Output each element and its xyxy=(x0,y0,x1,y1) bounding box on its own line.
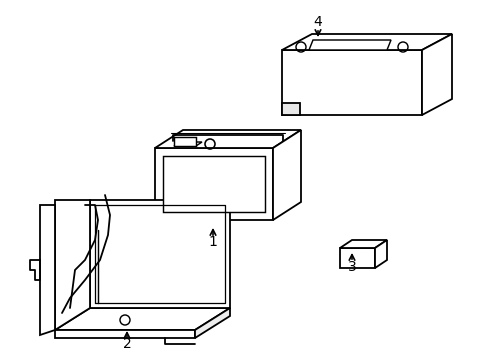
Polygon shape xyxy=(282,50,421,115)
Polygon shape xyxy=(55,308,229,330)
Text: 2: 2 xyxy=(122,337,131,351)
Polygon shape xyxy=(272,130,301,220)
Polygon shape xyxy=(155,148,272,220)
Polygon shape xyxy=(308,40,390,50)
Polygon shape xyxy=(55,200,90,330)
Polygon shape xyxy=(40,205,55,335)
Polygon shape xyxy=(374,240,386,268)
Polygon shape xyxy=(282,103,299,115)
Polygon shape xyxy=(163,156,264,212)
Polygon shape xyxy=(55,330,195,338)
Polygon shape xyxy=(282,34,451,50)
Text: 3: 3 xyxy=(347,260,356,274)
Text: 4: 4 xyxy=(313,15,322,29)
Polygon shape xyxy=(174,142,202,146)
Polygon shape xyxy=(174,137,196,146)
Polygon shape xyxy=(339,248,374,268)
Polygon shape xyxy=(339,240,386,248)
Polygon shape xyxy=(90,200,229,308)
Polygon shape xyxy=(421,34,451,115)
Polygon shape xyxy=(195,308,229,338)
Text: 1: 1 xyxy=(208,235,217,249)
Polygon shape xyxy=(155,130,301,148)
